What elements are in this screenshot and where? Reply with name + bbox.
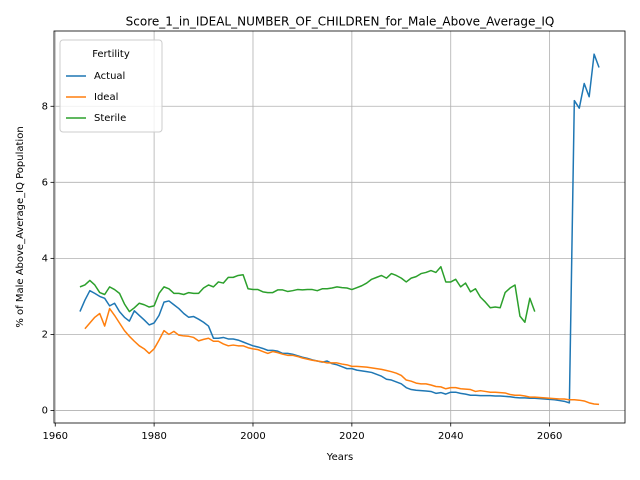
line-series	[79, 265, 536, 323]
legend-title: Fertility	[92, 49, 130, 60]
x-tick-label: 1960	[43, 431, 68, 442]
x-axis-label: Years	[326, 452, 353, 463]
legend-label: Actual	[94, 71, 125, 82]
x-tick-label: 2040	[438, 431, 463, 442]
y-tick-label: 2	[42, 329, 48, 340]
line-series	[84, 307, 600, 406]
y-tick-label: 8	[42, 101, 48, 112]
y-tick-label: 6	[42, 177, 48, 188]
legend-box	[59, 39, 163, 133]
chart-title: Score_1_in_IDEAL_NUMBER_OF_CHILDREN_for_…	[126, 15, 555, 29]
legend-label: Sterile	[94, 113, 126, 124]
legend-label: Ideal	[94, 92, 118, 103]
x-tick-label: 2060	[537, 431, 562, 442]
line-series	[79, 53, 600, 404]
x-tick-label: 2000	[240, 431, 265, 442]
y-tick-label: 4	[42, 253, 48, 264]
y-axis-label: % of Male Above_Average_IQ Population	[15, 126, 26, 327]
x-tick-label: 2020	[339, 431, 364, 442]
plot-frame	[53, 30, 626, 424]
y-tick-label: 0	[42, 405, 48, 416]
x-tick-label: 1980	[141, 431, 166, 442]
legend: Fertility Actual Ideal Sterile	[59, 39, 163, 133]
